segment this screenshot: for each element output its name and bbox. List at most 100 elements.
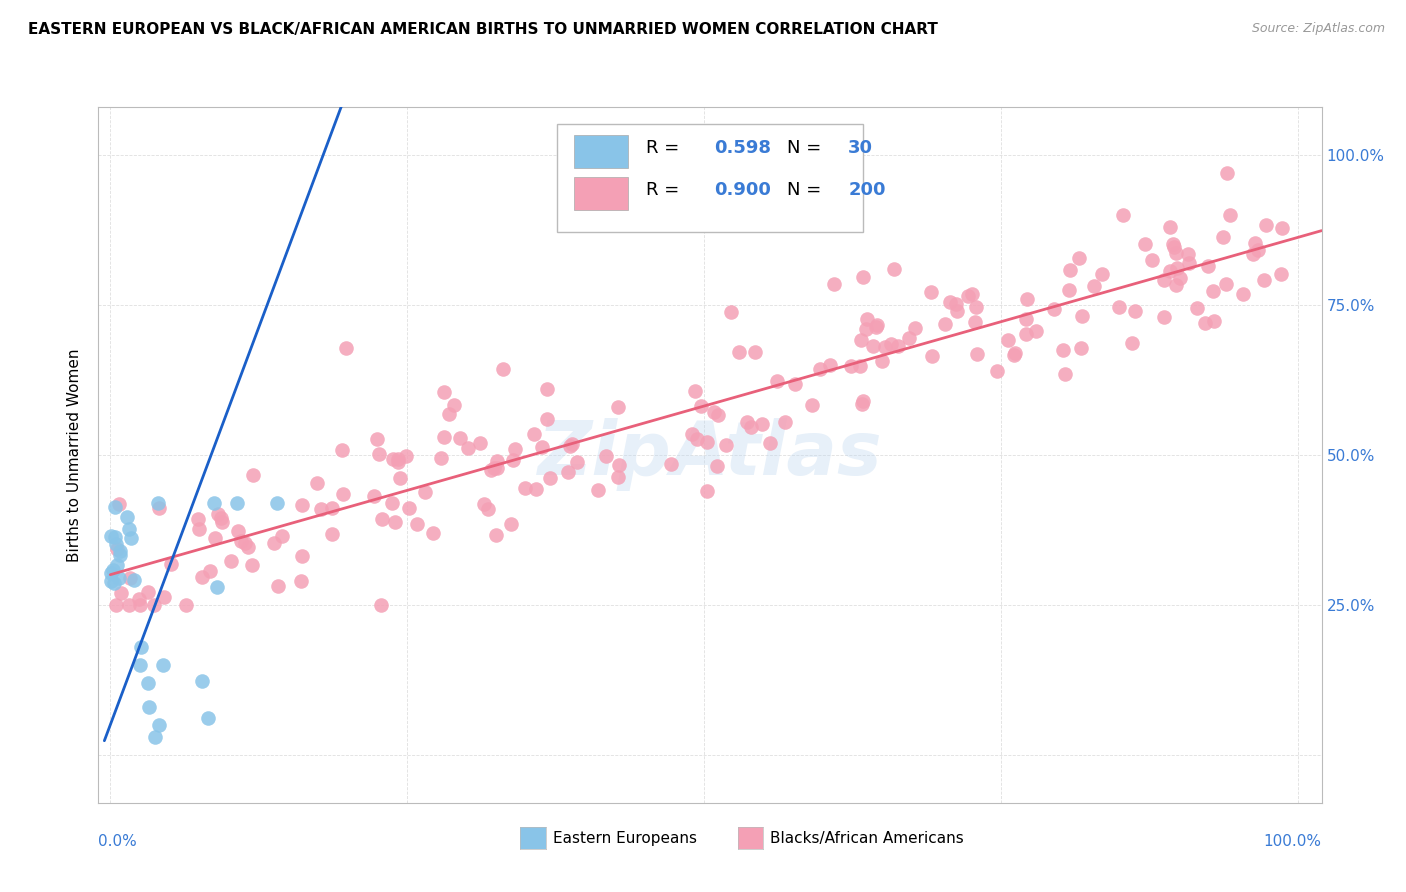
Point <box>1002 348 1025 362</box>
Text: N =: N = <box>787 139 827 157</box>
Point <box>482 460 505 475</box>
Point <box>606 470 628 484</box>
Point <box>104 530 127 544</box>
Point <box>523 426 546 441</box>
Point <box>1015 326 1038 341</box>
Point <box>1270 268 1292 282</box>
Point <box>443 398 465 412</box>
Point <box>226 496 249 510</box>
Text: 0.0%: 0.0% <box>98 834 138 849</box>
Point <box>381 451 404 466</box>
Point <box>986 364 1008 378</box>
Point <box>266 579 288 593</box>
Text: N =: N = <box>787 181 827 199</box>
Point <box>148 500 170 515</box>
Point <box>110 586 132 600</box>
Point <box>197 711 219 725</box>
Point <box>291 498 314 512</box>
Point <box>233 536 256 550</box>
Point <box>321 501 343 516</box>
Point <box>1194 316 1216 330</box>
Point <box>538 471 561 485</box>
Point <box>683 384 706 399</box>
Point <box>104 500 127 515</box>
Point <box>880 337 903 351</box>
Point <box>934 317 956 331</box>
Point <box>921 349 943 363</box>
Point <box>290 574 312 588</box>
Text: 0.598: 0.598 <box>714 139 770 157</box>
Point <box>962 287 984 301</box>
Y-axis label: Births to Unmarried Women: Births to Unmarried Women <box>67 348 83 562</box>
Point <box>820 358 842 372</box>
Point <box>524 482 547 496</box>
Point <box>108 571 131 585</box>
Point <box>120 531 142 545</box>
Point <box>595 449 617 463</box>
Point <box>118 598 141 612</box>
Point <box>946 304 969 318</box>
Point <box>557 465 579 479</box>
Point <box>387 455 409 469</box>
Point <box>108 548 131 562</box>
Text: 100.0%: 100.0% <box>1264 834 1322 849</box>
Point <box>1153 272 1175 286</box>
Point <box>536 382 558 396</box>
Point <box>1153 310 1175 324</box>
Point <box>686 433 709 447</box>
Point <box>433 430 456 444</box>
Point <box>1108 300 1130 314</box>
Point <box>371 512 394 526</box>
Point <box>1057 283 1080 297</box>
Point <box>1216 166 1239 180</box>
Point <box>1083 279 1105 293</box>
Point <box>236 540 259 554</box>
Point <box>108 544 131 558</box>
Point <box>457 441 479 455</box>
Point <box>384 515 406 529</box>
Point <box>330 442 353 457</box>
Point <box>468 436 491 450</box>
Point <box>531 440 554 454</box>
Point <box>437 407 460 421</box>
Point <box>160 558 183 572</box>
Text: Source: ZipAtlas.com: Source: ZipAtlas.com <box>1251 22 1385 36</box>
Point <box>862 339 884 353</box>
Point <box>565 455 588 469</box>
Point <box>851 333 873 347</box>
Text: 0.900: 0.900 <box>714 181 770 199</box>
Point <box>1067 251 1090 265</box>
Point <box>129 657 152 672</box>
Point <box>1052 343 1074 357</box>
Point <box>389 470 412 484</box>
Point <box>1247 243 1270 257</box>
Point <box>242 467 264 482</box>
Point <box>143 598 166 612</box>
Point <box>395 450 418 464</box>
Point <box>897 331 920 345</box>
Point <box>209 511 232 525</box>
Point <box>1204 314 1226 328</box>
Point <box>1253 272 1275 286</box>
Point <box>689 399 711 413</box>
Point <box>107 497 129 511</box>
Point <box>751 417 773 431</box>
Point <box>138 699 160 714</box>
Point <box>187 511 209 525</box>
Point <box>1178 256 1201 270</box>
Point <box>129 640 152 654</box>
Point <box>855 322 877 336</box>
Point <box>966 347 988 361</box>
Point <box>801 398 824 412</box>
Point <box>920 285 942 300</box>
Point <box>1004 345 1026 359</box>
Point <box>309 501 332 516</box>
Point <box>1159 220 1181 235</box>
Point <box>849 359 872 373</box>
Point <box>1166 261 1188 276</box>
Point <box>696 483 718 498</box>
Point <box>852 393 875 408</box>
Point <box>485 461 508 475</box>
Point <box>1212 230 1234 244</box>
Point <box>1070 309 1092 323</box>
